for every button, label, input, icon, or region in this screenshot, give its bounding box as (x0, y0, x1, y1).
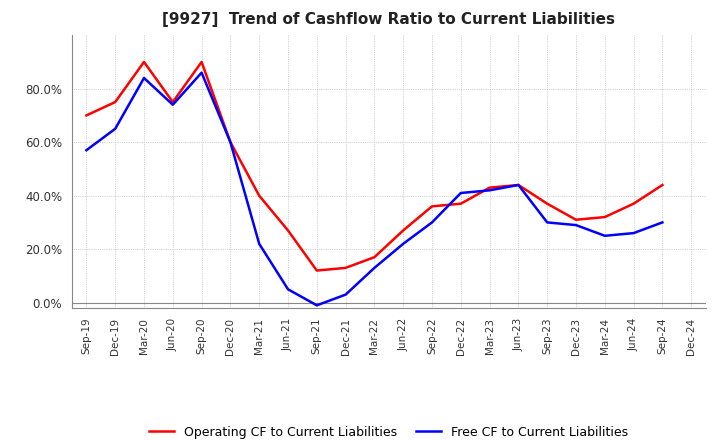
Free CF to Current Liabilities (370, 265, 379, 271)
Free CF to Current Liabilities (226, 139, 235, 145)
Free CF to Current Liabilities (543, 220, 552, 225)
Operating CF to Current Liabilities (629, 201, 638, 206)
Title: [9927]  Trend of Cashflow Ratio to Current Liabilities: [9927] Trend of Cashflow Ratio to Curren… (162, 12, 616, 27)
Operating CF to Current Liabilities (428, 204, 436, 209)
Operating CF to Current Liabilities (284, 228, 292, 233)
Operating CF to Current Liabilities (111, 99, 120, 105)
Free CF to Current Liabilities (572, 223, 580, 228)
Operating CF to Current Liabilities (312, 268, 321, 273)
Operating CF to Current Liabilities (168, 99, 177, 105)
Operating CF to Current Liabilities (370, 255, 379, 260)
Line: Operating CF to Current Liabilities: Operating CF to Current Liabilities (86, 62, 662, 271)
Free CF to Current Liabilities (82, 147, 91, 153)
Free CF to Current Liabilities (600, 233, 609, 238)
Operating CF to Current Liabilities (255, 193, 264, 198)
Free CF to Current Liabilities (111, 126, 120, 132)
Free CF to Current Liabilities (284, 286, 292, 292)
Operating CF to Current Liabilities (600, 214, 609, 220)
Operating CF to Current Liabilities (399, 228, 408, 233)
Operating CF to Current Liabilities (543, 201, 552, 206)
Operating CF to Current Liabilities (140, 59, 148, 65)
Operating CF to Current Liabilities (226, 139, 235, 145)
Free CF to Current Liabilities (629, 231, 638, 236)
Free CF to Current Liabilities (168, 102, 177, 107)
Free CF to Current Liabilities (140, 75, 148, 81)
Operating CF to Current Liabilities (197, 59, 206, 65)
Free CF to Current Liabilities (197, 70, 206, 75)
Operating CF to Current Liabilities (341, 265, 350, 271)
Operating CF to Current Liabilities (485, 185, 494, 190)
Free CF to Current Liabilities (514, 182, 523, 187)
Free CF to Current Liabilities (456, 191, 465, 196)
Operating CF to Current Liabilities (658, 182, 667, 187)
Free CF to Current Liabilities (255, 241, 264, 246)
Operating CF to Current Liabilities (456, 201, 465, 206)
Legend: Operating CF to Current Liabilities, Free CF to Current Liabilities: Operating CF to Current Liabilities, Fre… (144, 421, 634, 440)
Free CF to Current Liabilities (485, 188, 494, 193)
Line: Free CF to Current Liabilities: Free CF to Current Liabilities (86, 73, 662, 305)
Operating CF to Current Liabilities (514, 182, 523, 187)
Free CF to Current Liabilities (428, 220, 436, 225)
Operating CF to Current Liabilities (82, 113, 91, 118)
Free CF to Current Liabilities (399, 241, 408, 246)
Free CF to Current Liabilities (341, 292, 350, 297)
Free CF to Current Liabilities (658, 220, 667, 225)
Free CF to Current Liabilities (312, 303, 321, 308)
Operating CF to Current Liabilities (572, 217, 580, 222)
